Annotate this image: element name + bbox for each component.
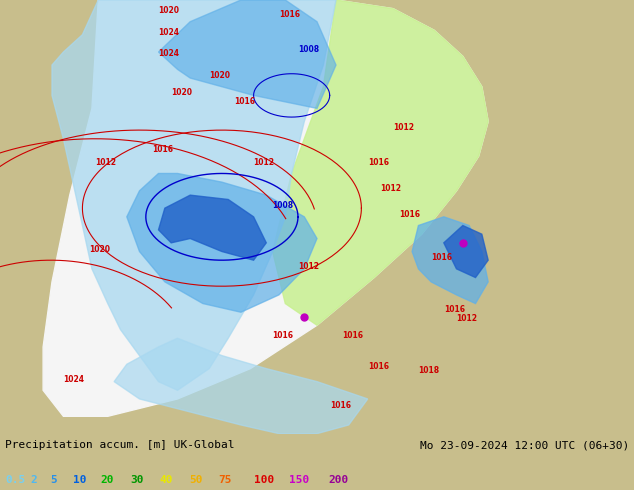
Text: 1012: 1012 (298, 262, 319, 271)
Polygon shape (412, 217, 488, 304)
Text: 1020: 1020 (171, 88, 192, 98)
Text: 5: 5 (51, 475, 58, 486)
Polygon shape (127, 173, 317, 312)
Polygon shape (43, 0, 488, 416)
Text: 1008: 1008 (273, 201, 294, 210)
Text: 1016: 1016 (273, 331, 294, 340)
Text: 1016: 1016 (368, 158, 389, 167)
Text: 0.5: 0.5 (5, 475, 25, 486)
Polygon shape (114, 338, 368, 434)
Text: 50: 50 (189, 475, 202, 486)
Text: 1024: 1024 (63, 375, 84, 384)
Text: 40: 40 (160, 475, 173, 486)
Text: 1012: 1012 (380, 184, 401, 193)
Text: 20: 20 (100, 475, 113, 486)
Text: 1016: 1016 (279, 10, 300, 19)
Text: 100: 100 (254, 475, 274, 486)
Text: 1024: 1024 (158, 49, 179, 58)
Text: 30: 30 (130, 475, 143, 486)
Text: 1016: 1016 (330, 401, 351, 410)
Text: 1012: 1012 (254, 158, 275, 167)
Text: 1016: 1016 (235, 97, 256, 106)
Text: 1016: 1016 (431, 253, 452, 262)
Text: 150: 150 (289, 475, 309, 486)
Text: 1016: 1016 (444, 305, 465, 314)
Polygon shape (273, 0, 488, 325)
Text: Mo 23-09-2024 12:00 UTC (06+30): Mo 23-09-2024 12:00 UTC (06+30) (420, 441, 629, 450)
Text: 75: 75 (219, 475, 232, 486)
Text: 1018: 1018 (418, 366, 439, 375)
Text: 2: 2 (30, 475, 37, 486)
Text: Precipitation accum. [m] UK-Global: Precipitation accum. [m] UK-Global (5, 441, 235, 450)
Text: 1012: 1012 (393, 123, 414, 132)
Text: 1012: 1012 (95, 158, 116, 167)
Text: 1020: 1020 (89, 245, 110, 253)
Polygon shape (444, 225, 488, 277)
Polygon shape (158, 0, 336, 108)
Text: 1016: 1016 (342, 331, 363, 340)
Text: 1012: 1012 (456, 314, 477, 323)
Text: 1024: 1024 (158, 28, 179, 37)
Polygon shape (52, 0, 336, 390)
Text: 200: 200 (328, 475, 349, 486)
Text: 1016: 1016 (152, 145, 173, 154)
Polygon shape (158, 195, 266, 260)
Text: 1020: 1020 (158, 6, 179, 15)
Text: 1020: 1020 (209, 71, 230, 80)
Text: 1016: 1016 (399, 210, 420, 219)
Text: 10: 10 (73, 475, 86, 486)
Text: 1016: 1016 (368, 362, 389, 370)
Text: 1008: 1008 (298, 45, 319, 54)
